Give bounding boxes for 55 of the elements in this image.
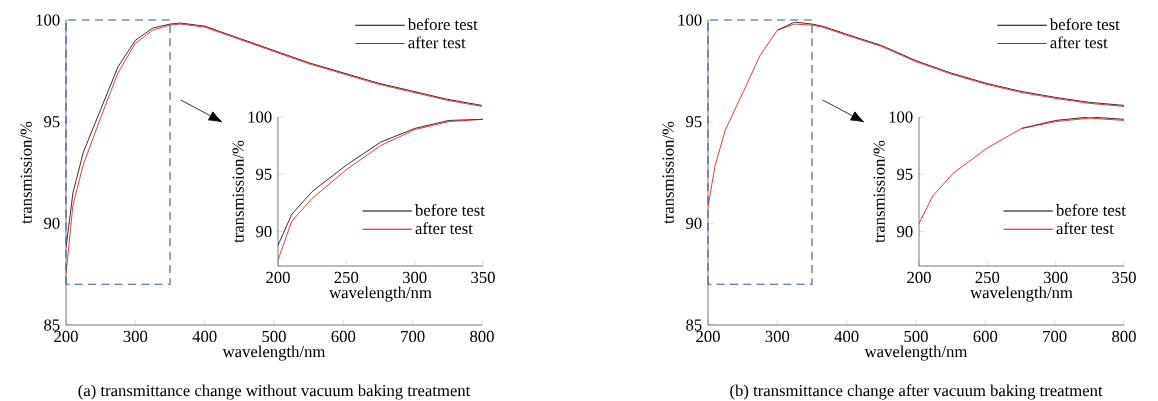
- x-tick-label: 200: [696, 330, 720, 343]
- y-axis-title: transmission/%: [662, 121, 674, 224]
- x-tick-label: 300: [123, 330, 148, 343]
- y-tick-label: 100: [248, 111, 272, 123]
- y-tick-label: 90: [897, 225, 913, 238]
- y-tick-label: 85: [686, 319, 702, 331]
- y-tick-label: 95: [897, 168, 913, 180]
- x-tick-label: 200: [907, 271, 931, 284]
- x-tick-label: 800: [470, 330, 494, 343]
- x-tick-label: 500: [904, 330, 928, 343]
- y-tick-label: 95: [256, 168, 272, 180]
- x-tick-label: 300: [765, 330, 790, 343]
- legend-label: after test: [415, 222, 473, 235]
- legend-label: before test: [1049, 18, 1120, 31]
- x-tick-label: 200: [54, 330, 78, 343]
- y-tick-label: 90: [44, 217, 60, 229]
- legend-label: after test: [1056, 222, 1114, 235]
- y-tick-label: 100: [889, 111, 913, 123]
- y-tick-label: 95: [44, 116, 60, 128]
- x-tick-label: 200: [266, 271, 290, 284]
- y-axis-title: transmission/%: [20, 121, 32, 224]
- legend-label: before test: [415, 203, 485, 216]
- x-tick-label: 300: [402, 271, 427, 284]
- text: (b) transmittance change after vacuum baking treatment: [730, 384, 1103, 400]
- x-axis-title: wavelength/nm: [329, 286, 432, 302]
- y-tick-label: 100: [678, 14, 702, 26]
- x-tick-label: 400: [834, 330, 859, 343]
- y-tick-label: 100: [36, 14, 60, 26]
- text: (a) transmittance change without vacuum baking treatment: [78, 384, 471, 400]
- x-tick-label: 700: [401, 330, 425, 343]
- y-tick-label: 95: [686, 116, 702, 128]
- legend-label: after test: [1050, 36, 1108, 49]
- y-axis-title: transmission/%: [232, 140, 244, 243]
- x-axis-title: wavelength/nm: [970, 286, 1073, 302]
- x-tick-label: 500: [262, 330, 286, 343]
- x-axis-title: wavelength/nm: [864, 345, 968, 361]
- x-tick-label: 700: [1043, 330, 1067, 343]
- y-axis-title: transmission/%: [873, 140, 885, 243]
- y-tick-label: 85: [44, 319, 60, 331]
- x-tick-label: 250: [975, 271, 1000, 284]
- x-tick-label: 600: [973, 330, 998, 343]
- y-tick-label: 90: [686, 217, 702, 229]
- legend-label: before test: [1056, 203, 1126, 216]
- x-axis-title: wavelength/nm: [222, 345, 326, 361]
- x-tick-label: 400: [192, 330, 217, 343]
- x-tick-label: 350: [1112, 271, 1136, 284]
- y-tick-label: 90: [256, 225, 272, 238]
- x-tick-label: 250: [334, 271, 359, 284]
- legend-label: after test: [408, 36, 466, 49]
- line-series: [919, 117, 1124, 224]
- x-tick-label: 300: [1043, 271, 1068, 284]
- legend-label: before test: [407, 18, 478, 31]
- x-tick-label: 800: [1112, 330, 1136, 343]
- x-tick-label: 600: [331, 330, 356, 343]
- x-tick-label: 350: [471, 271, 495, 284]
